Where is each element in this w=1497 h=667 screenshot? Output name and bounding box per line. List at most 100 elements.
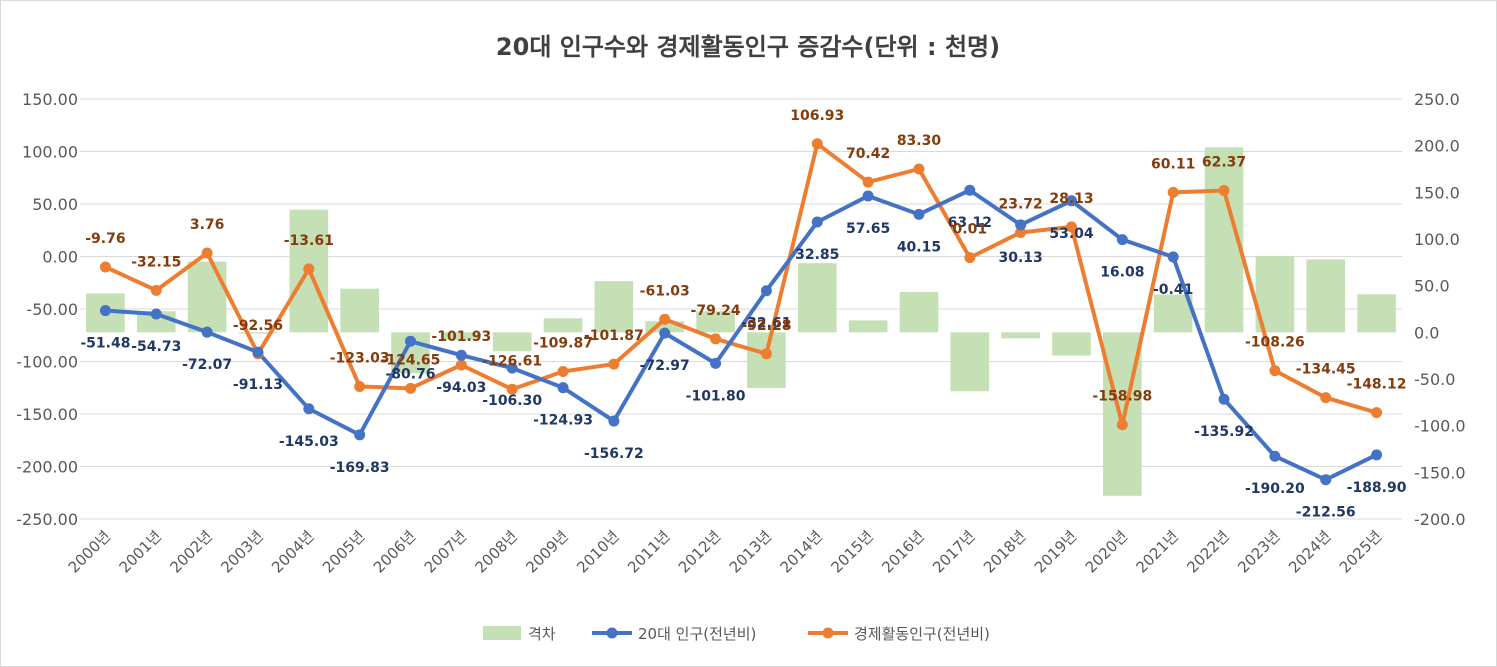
x-tick-label: 2023년 <box>1234 527 1283 576</box>
gap-bar <box>543 318 583 333</box>
population-line-point <box>1371 449 1383 461</box>
gap-bar <box>238 332 278 334</box>
economic-population-line-point <box>1116 419 1128 431</box>
x-tick-label: 2016년 <box>878 527 927 576</box>
gap-bar <box>899 292 939 333</box>
left-tick-label: -100.00 <box>16 353 78 372</box>
population-data-label: -190.20 <box>1245 481 1305 497</box>
x-axis: 2000년 2001년 2002년 2003년 2004년 2005년 2006년 2007년… <box>65 527 1386 576</box>
right-tick-label: 50.0 <box>1414 277 1450 296</box>
population-line-point <box>608 415 620 427</box>
economic-data-label: -126.61 <box>482 353 542 369</box>
economic-population-line-point <box>659 313 671 325</box>
x-tick-label: 2019년 <box>1031 527 1080 576</box>
economic-population-line-point <box>1218 184 1230 196</box>
left-tick-label: -200.00 <box>16 458 78 477</box>
population-line-point <box>303 403 315 415</box>
economic-data-label: -79.24 <box>691 303 741 319</box>
economic-data-label: 0.01 <box>953 222 988 238</box>
population-line-point <box>405 335 416 347</box>
population-line-point <box>1116 234 1128 246</box>
gap-bar <box>594 281 634 333</box>
economic-data-label: -123.03 <box>330 350 390 366</box>
population-data-label: -94.03 <box>436 380 486 396</box>
legend: 격차 20대 인구(전년비) 경제활동인구(전년비) <box>483 625 990 643</box>
x-tick-label: 2000년 <box>65 527 114 576</box>
population-line-point <box>354 429 366 441</box>
population-line <box>103 188 1379 482</box>
economic-population-line-point <box>303 263 315 275</box>
x-tick-label: 2021년 <box>1133 527 1182 576</box>
population-data-label: -188.90 <box>1347 480 1407 496</box>
right-tick-label: 200.0 <box>1414 137 1460 156</box>
left-tick-label: 150.00 <box>22 90 78 109</box>
x-tick-label: 2020년 <box>1082 527 1131 576</box>
economic-data-label: -108.26 <box>1245 335 1305 351</box>
right-tick-label: 100.0 <box>1414 230 1460 249</box>
population-data-label: 53.04 <box>1049 226 1094 242</box>
economic-population-line-point <box>1320 392 1332 404</box>
economic-population-line-point <box>405 382 416 394</box>
gap-bar <box>492 332 532 352</box>
economic-data-label: 62.37 <box>1202 154 1246 170</box>
x-tick-label: 2017년 <box>929 527 978 576</box>
economic-data-label: -148.12 <box>1347 377 1407 393</box>
population-data-label: -124.93 <box>533 413 593 429</box>
right-tick-label: -50.0 <box>1414 370 1455 389</box>
right-tick-label: 150.0 <box>1414 183 1460 202</box>
right-axis: 250.0 200.0 150.0 100.0 50.0 0.0 -50.0 -100.0 -1… <box>1414 90 1466 529</box>
economic-population-line-point <box>354 380 366 392</box>
right-tick-label: -200.0 <box>1414 510 1466 529</box>
economic-data-label: -134.45 <box>1296 362 1356 378</box>
economic-population-line-point <box>1167 186 1179 198</box>
gridlines <box>80 98 1402 520</box>
right-tick-label: 250.0 <box>1414 90 1460 109</box>
economic-population-line <box>103 141 1379 427</box>
population-line-point <box>252 346 264 358</box>
economic-data-label: -101.93 <box>431 329 491 345</box>
population-data-label: 57.65 <box>846 221 890 237</box>
economic-data-label: -92.56 <box>233 318 283 334</box>
population-data-label: -101.80 <box>686 388 746 404</box>
gap-bar <box>340 288 379 333</box>
population-data-label: -145.03 <box>279 434 339 450</box>
chart-title: 20대 인구수와 경제활동인구 증감수(단위 : 천명) <box>496 33 1000 61</box>
population-data-label: -32.61 <box>741 316 791 332</box>
legend-orange-marker <box>822 627 834 639</box>
x-tick-label: 2014년 <box>777 527 826 576</box>
data-labels: -51.48 -54.73-72.07-91.13 -145.03 -169.83 -8… <box>80 108 1406 521</box>
x-tick-label: 2025년 <box>1336 527 1385 576</box>
left-tick-label: 100.00 <box>22 143 78 162</box>
x-tick-label: 2002년 <box>166 527 215 576</box>
gap-bar <box>442 332 481 340</box>
economic-data-label: 60.11 <box>1151 156 1195 172</box>
x-tick-label: 2009년 <box>522 527 571 576</box>
population-line-point <box>913 208 925 220</box>
gap-bar <box>645 321 685 333</box>
economic-population-line-point <box>760 348 772 360</box>
x-tick-label: 2010년 <box>573 527 622 576</box>
economic-population-line-point <box>1066 221 1077 233</box>
economic-data-label: 106.93 <box>790 108 844 124</box>
population-line-point <box>1066 195 1077 207</box>
legend-label: 경제활동인구(전년비) <box>854 625 990 643</box>
economic-data-label: -158.98 <box>1092 389 1152 405</box>
left-tick-label: 50.00 <box>32 195 78 214</box>
economic-population-line-point <box>557 366 569 378</box>
population-line-point <box>99 305 111 317</box>
economic-population-line-point <box>608 358 620 370</box>
economic-population-line-point <box>201 247 213 259</box>
gap-bar <box>187 261 227 333</box>
economic-data-label: -109.87 <box>533 336 593 352</box>
economic-data-label: -101.87 <box>584 328 644 344</box>
economic-data-label: -61.03 <box>640 283 690 299</box>
x-tick-label: 2018년 <box>980 527 1029 576</box>
economic-data-label: -124.65 <box>381 352 441 368</box>
population-line-point <box>1167 251 1179 263</box>
economic-data-label: 3.76 <box>190 217 225 233</box>
population-line-point <box>150 308 162 320</box>
economic-population-line-point <box>913 163 925 175</box>
legend-bar-swatch <box>483 626 521 640</box>
population-data-label: -91.13 <box>233 377 283 393</box>
population-line-point <box>710 357 722 369</box>
